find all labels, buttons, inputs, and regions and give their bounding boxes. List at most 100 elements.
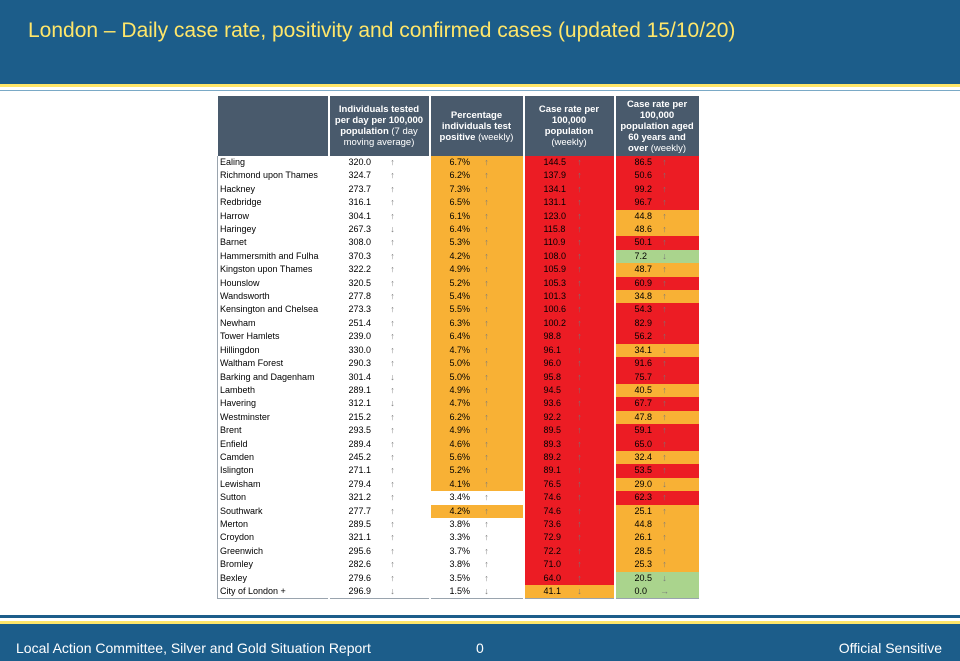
case-rate-value: 115.8: [523, 223, 575, 237]
tested-trend: ↑: [387, 410, 431, 425]
arrow-up-icon: ↑: [577, 157, 582, 167]
table-row: Hackney 273.7 ↑ 7.3% ↑ 134.1 ↑ 99.2 ↑: [217, 182, 699, 197]
table-row: Haringey 267.3 ↓ 6.4% ↑ 115.8 ↑ 48.6 ↑: [217, 223, 699, 237]
header-case-rate-60: Case rate per 100,000 population aged 60…: [614, 96, 699, 156]
table-row: Hounslow 320.5 ↑ 5.2% ↑ 105.3 ↑ 60.9 ↑: [217, 276, 699, 291]
table-row: Lewisham 279.4 ↑ 4.1% ↑ 76.5 ↑ 29.0 ↓: [217, 477, 699, 492]
case-rate-trend: ↑: [574, 276, 616, 291]
arrow-up-icon: ↑: [577, 277, 582, 288]
case-rate-60-value: 28.5: [614, 544, 660, 559]
case-rate-60-trend: ↑: [659, 182, 699, 197]
tested-value: 290.3: [328, 357, 388, 371]
arrow-up-icon: ↑: [577, 331, 582, 342]
arrow-up-icon: ↑: [484, 478, 489, 489]
arrow-up-icon: ↑: [484, 451, 489, 462]
positivity-value: 6.4%: [429, 223, 482, 237]
arrow-up-icon: ↑: [390, 518, 395, 529]
table-row: Croydon 321.1 ↑ 3.3% ↑ 72.9 ↑ 26.1 ↑: [217, 531, 699, 545]
borough-name: Bexley: [217, 571, 330, 585]
arrow-up-icon: ↑: [662, 505, 667, 516]
positivity-value: 3.8%: [429, 517, 482, 532]
borough-name: Harrow: [217, 209, 330, 224]
footer-classification: Official Sensitive: [838, 640, 942, 656]
case-rate-60-trend: ↑: [659, 330, 699, 344]
case-rate-60-trend: ↑: [659, 196, 699, 210]
positivity-value: 4.7%: [429, 397, 482, 411]
borough-name: Ealing: [217, 156, 330, 170]
arrow-up-icon: ↑: [577, 425, 582, 436]
case-rate-value: 134.1: [523, 182, 575, 197]
table-row: Richmond upon Thames 324.7 ↑ 6.2% ↑ 137.9 ↑ 50.…: [217, 169, 699, 183]
case-rate-value: 96.0: [523, 357, 575, 371]
positivity-trend: ↓: [481, 585, 525, 600]
case-rate-60-trend: ↓: [659, 343, 699, 358]
tested-trend: ↑: [387, 544, 431, 559]
case-rate-60-trend: ↑: [659, 290, 699, 304]
case-rate-60-trend: →: [659, 585, 699, 600]
tested-value: 251.4: [328, 316, 388, 331]
arrow-up-icon: ↑: [484, 157, 489, 167]
case-rate-trend: ↑: [574, 477, 616, 492]
borough-name: Kingston upon Thames: [217, 263, 330, 277]
tested-value: 289.4: [328, 437, 388, 451]
arrow-up-icon: ↑: [390, 331, 395, 342]
header-positivity-label: Percentage individuals test positive: [439, 109, 512, 143]
case-rate-60-trend: ↑: [659, 303, 699, 317]
case-rate-60-value: 40.5: [614, 383, 660, 398]
borough-name: Wandsworth: [217, 290, 330, 304]
table-row: Lambeth 289.1 ↑ 4.9% ↑ 94.5 ↑ 40.5 ↑: [217, 383, 699, 398]
footer-white-stripe: [0, 618, 960, 621]
tested-value: 277.8: [328, 290, 388, 304]
header-white-stripe: [0, 87, 960, 90]
table-row: Sutton 321.2 ↑ 3.4% ↑ 74.6 ↑ 62.3 ↑: [217, 491, 699, 505]
borough-name: Kensington and Chelsea: [217, 303, 330, 317]
case-rate-60-value: 53.5: [614, 464, 660, 478]
table-row: Barnet 308.0 ↑ 5.3% ↑ 110.9 ↑ 50.1 ↑: [217, 236, 699, 250]
tested-trend: ↑: [387, 263, 431, 277]
case-rate-60-trend: ↓: [659, 477, 699, 492]
case-rate-60-trend: ↑: [659, 437, 699, 451]
tested-value: 215.2: [328, 410, 388, 425]
case-rate-value: 96.1: [523, 343, 575, 358]
borough-name: Southwark: [217, 504, 330, 518]
case-rate-60-value: 62.3: [614, 491, 660, 505]
arrow-up-icon: ↑: [577, 411, 582, 422]
case-rate-value: 89.3: [523, 437, 575, 451]
case-rate-60-trend: ↑: [659, 410, 699, 425]
positivity-value: 6.5%: [429, 196, 482, 210]
tested-value: 289.1: [328, 383, 388, 398]
case-rate-60-value: 99.2: [614, 182, 660, 197]
arrow-up-icon: ↑: [662, 545, 667, 556]
borough-name: Enfield: [217, 437, 330, 451]
case-rate-value: 101.3: [523, 290, 575, 304]
case-rate-60-trend: ↑: [659, 370, 699, 384]
tested-trend: ↑: [387, 249, 431, 264]
case-rate-trend: ↑: [574, 156, 616, 170]
arrow-up-icon: ↑: [390, 157, 395, 167]
tested-trend: ↑: [387, 424, 431, 438]
arrow-up-icon: ↑: [577, 304, 582, 315]
arrow-up-icon: ↑: [662, 304, 667, 315]
arrow-up-icon: ↑: [484, 224, 489, 235]
tested-value: 271.1: [328, 464, 388, 478]
positivity-value: 4.2%: [429, 249, 482, 264]
arrow-up-icon: ↑: [662, 518, 667, 529]
tested-trend: ↑: [387, 517, 431, 532]
arrow-up-icon: ↑: [390, 291, 395, 302]
arrow-up-icon: ↑: [662, 425, 667, 436]
arrow-up-icon: ↑: [484, 358, 489, 369]
case-rate-60-value: 75.7: [614, 370, 660, 384]
arrow-up-icon: ↑: [390, 170, 395, 181]
borough-name: Waltham Forest: [217, 357, 330, 371]
tested-trend: ↑: [387, 558, 431, 572]
table-row: Barking and Dagenham 301.4 ↓ 5.0% ↑ 95.8 ↑ 75.7…: [217, 370, 699, 384]
positivity-value: 6.4%: [429, 330, 482, 344]
borough-name: Sutton: [217, 491, 330, 505]
arrow-down-icon: ↓: [484, 586, 489, 596]
arrow-up-icon: ↑: [662, 438, 667, 449]
arrow-up-icon: ↑: [577, 210, 582, 221]
arrow-up-icon: ↑: [577, 572, 582, 583]
case-rate-60-value: 67.7: [614, 397, 660, 411]
tested-trend: ↑: [387, 571, 431, 585]
borough-name: Havering: [217, 397, 330, 411]
